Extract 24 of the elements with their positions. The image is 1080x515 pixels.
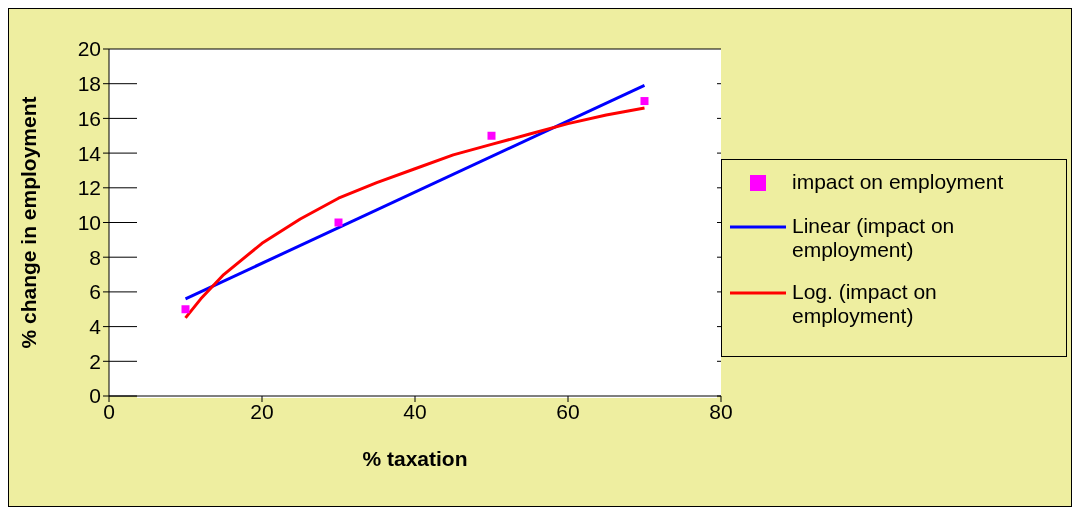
y-tick-label: 20 bbox=[77, 37, 101, 61]
point bbox=[640, 97, 649, 106]
point bbox=[181, 305, 190, 314]
x-tick-label: 80 bbox=[709, 399, 733, 423]
y-tick-label: 6 bbox=[89, 280, 101, 304]
y-tick-label: 16 bbox=[77, 106, 101, 130]
y-tick-label: 12 bbox=[77, 176, 101, 200]
y-tick-label: 10 bbox=[77, 210, 101, 234]
y-tick-label: 2 bbox=[89, 349, 101, 373]
point bbox=[487, 131, 496, 140]
y-tick-label: 18 bbox=[77, 72, 101, 96]
x-axis-title: % taxation bbox=[362, 447, 468, 470]
point bbox=[334, 218, 343, 227]
legend-label: Log. (impact on employment) bbox=[791, 279, 938, 328]
y-tick-label: 14 bbox=[77, 141, 102, 165]
legend-label: impact on employment bbox=[791, 169, 1004, 194]
legend-label: Linear (impact on employment) bbox=[791, 213, 956, 262]
x-tick-label: 40 bbox=[403, 399, 427, 423]
y-tick-label: 4 bbox=[89, 315, 102, 339]
y-tick-label: 0 bbox=[89, 384, 101, 408]
x-tick-label: 60 bbox=[556, 399, 580, 423]
y-tick-label: 8 bbox=[89, 245, 101, 269]
x-tick-label: 20 bbox=[250, 399, 274, 423]
y-axis-title: % change in employment bbox=[17, 96, 41, 349]
